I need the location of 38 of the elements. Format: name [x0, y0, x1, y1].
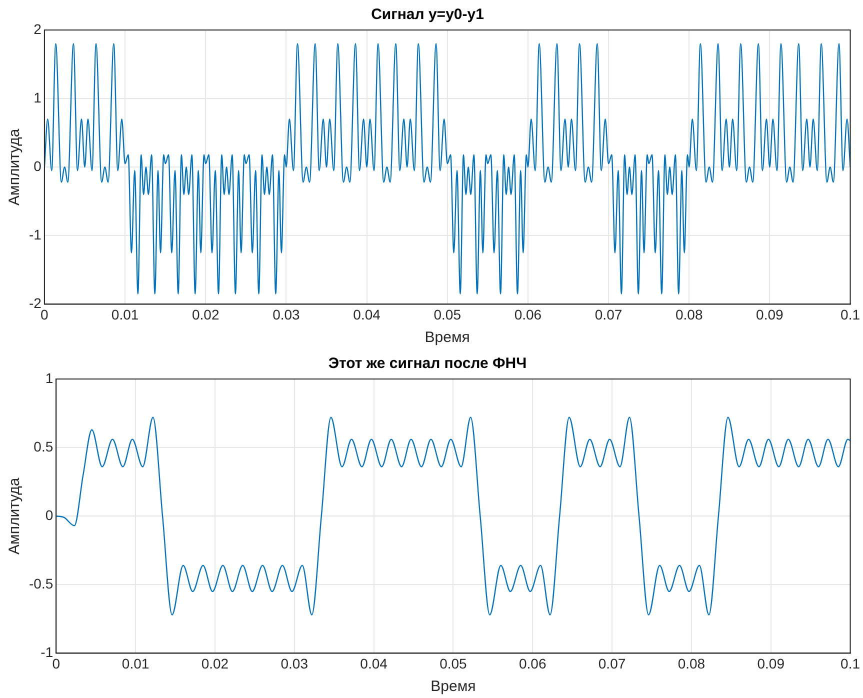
- chart-title: Сигнал y=y0-y1: [371, 6, 484, 24]
- y-tick-label: 0.5: [34, 438, 54, 454]
- x-tick-label: 0.03: [280, 655, 308, 672]
- x-tick-label: 0.06: [518, 655, 546, 672]
- x-tick-label: 0.07: [594, 306, 622, 322]
- x-tick-label: 0.08: [678, 655, 706, 672]
- x-tick-label: 0.02: [192, 306, 220, 322]
- x-tick-label: 0.08: [675, 306, 703, 322]
- x-tick-label: 0.06: [514, 306, 542, 322]
- y-axis-title: Амплитуда: [6, 128, 24, 206]
- y-tick-label: -1: [40, 644, 54, 660]
- x-tick-label: 0.1: [840, 655, 860, 672]
- x-tick-label: 0.03: [272, 306, 300, 322]
- y-tick-label: 0: [45, 506, 54, 523]
- line-series: [44, 43, 850, 295]
- x-tick-label: 0.07: [598, 655, 626, 672]
- x-tick-label: 0.09: [756, 306, 784, 322]
- x-tick-label: 0.05: [440, 655, 468, 672]
- y-tick-label: 2: [34, 20, 42, 37]
- x-tick-label: 0.09: [757, 655, 785, 672]
- y-axis-title: Амплитуда: [6, 477, 24, 554]
- y-tick-label: 0: [34, 158, 42, 174]
- y-tick-label: -2: [28, 295, 42, 312]
- x-tick-label: 0.04: [353, 306, 381, 322]
- y-tick-label: 1: [45, 370, 54, 386]
- x-tick-label: 0.1: [840, 306, 860, 322]
- chart-title: Этот же сигнал после ФНЧ: [328, 355, 527, 372]
- x-tick-label: 0.05: [434, 306, 462, 322]
- y-tick-label: 1: [34, 89, 42, 106]
- x-tick-label: 0.02: [201, 655, 229, 672]
- x-tick-label: 0.01: [111, 306, 139, 322]
- line-series: [56, 416, 850, 616]
- x-tick-label: 0.01: [122, 655, 150, 672]
- x-tick-label: 0.04: [360, 655, 388, 672]
- x-axis-title: Время: [430, 678, 476, 696]
- x-axis-title: Время: [424, 329, 470, 346]
- y-tick-label: -1: [28, 226, 42, 243]
- y-tick-label: -0.5: [29, 576, 54, 592]
